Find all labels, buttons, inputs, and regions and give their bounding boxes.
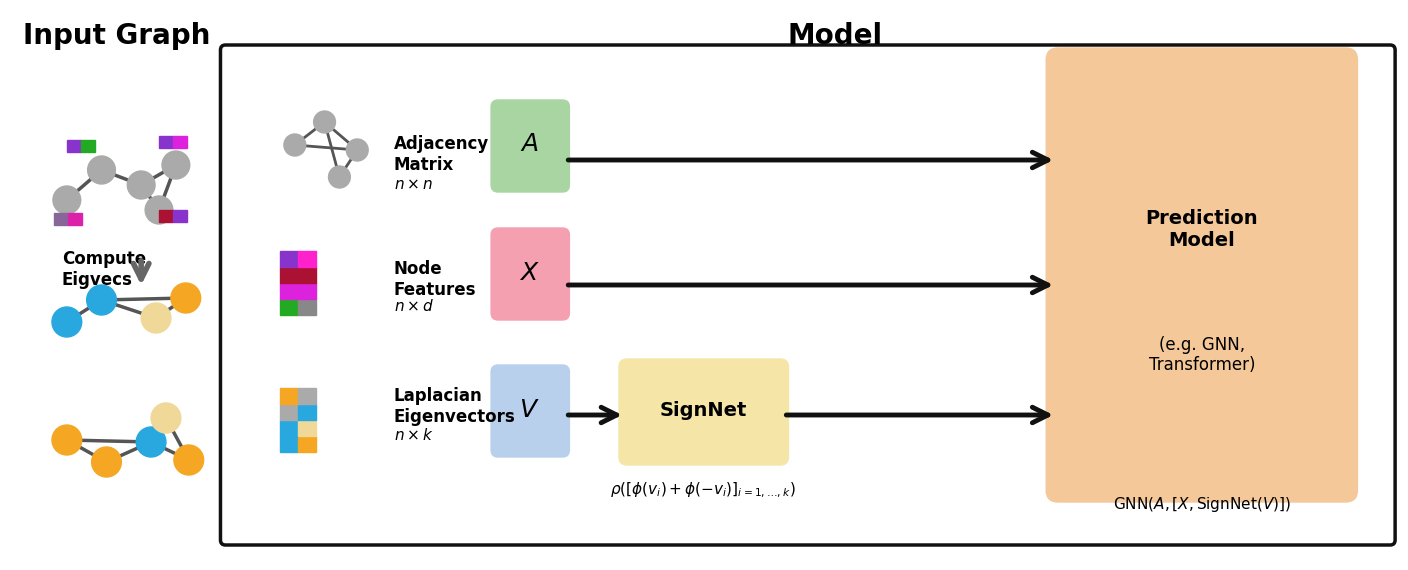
Circle shape [141, 303, 170, 333]
Circle shape [54, 186, 80, 214]
Bar [159, 210, 173, 222]
Bar [280, 251, 298, 267]
Bar [280, 404, 298, 420]
Bar [173, 210, 187, 222]
Bar [280, 420, 298, 436]
Bar [173, 136, 187, 148]
FancyBboxPatch shape [491, 228, 569, 320]
Text: $\mathrm{GNN}(A,[X,\mathrm{SignNet}(V)])$: $\mathrm{GNN}(A,[X,\mathrm{SignNet}(V)])… [1112, 495, 1291, 515]
Circle shape [346, 139, 367, 161]
Text: Prediction
Model: Prediction Model [1146, 210, 1259, 250]
Circle shape [145, 196, 173, 224]
Bar [54, 213, 68, 225]
Bar [298, 388, 315, 404]
Text: $n \times n$: $n \times n$ [394, 177, 432, 192]
Bar [298, 283, 315, 299]
Circle shape [87, 285, 117, 315]
Bar [298, 267, 315, 283]
FancyBboxPatch shape [221, 45, 1395, 545]
Text: $X$: $X$ [520, 261, 541, 285]
Circle shape [52, 425, 82, 455]
Text: Laplacian
Eigenvectors: Laplacian Eigenvectors [394, 387, 515, 426]
Text: $A$: $A$ [521, 132, 539, 156]
Bar [280, 436, 298, 452]
Text: $n \times d$: $n \times d$ [394, 298, 434, 314]
Text: SignNet: SignNet [659, 401, 746, 421]
Circle shape [162, 151, 190, 179]
Circle shape [92, 447, 121, 477]
Bar [298, 251, 315, 267]
Bar [298, 404, 315, 420]
Bar [66, 140, 80, 152]
Circle shape [314, 111, 335, 133]
Bar [298, 436, 315, 452]
Circle shape [328, 166, 351, 188]
Bar [280, 283, 298, 299]
Text: (e.g. GNN,
Transformer): (e.g. GNN, Transformer) [1149, 336, 1255, 374]
FancyBboxPatch shape [620, 359, 788, 465]
Text: $V$: $V$ [520, 398, 541, 422]
Bar [159, 136, 173, 148]
Text: Adjacency
Matrix: Adjacency Matrix [394, 135, 489, 174]
Circle shape [127, 171, 155, 199]
Text: $\rho([\phi(v_i)+\phi(-v_i)]_{i=1,\ldots,k})$: $\rho([\phi(v_i)+\phi(-v_i)]_{i=1,\ldots… [611, 481, 796, 500]
Circle shape [284, 134, 306, 156]
Circle shape [52, 307, 82, 337]
Bar [280, 299, 298, 315]
Text: Compute
Eigvecs: Compute Eigvecs [62, 250, 146, 289]
Bar [298, 299, 315, 315]
Circle shape [151, 403, 180, 433]
Circle shape [170, 283, 201, 313]
Bar [68, 213, 82, 225]
Text: Node
Features: Node Features [394, 260, 476, 299]
Text: Model: Model [787, 22, 883, 50]
Circle shape [137, 427, 166, 457]
Bar [280, 267, 298, 283]
Text: $n \times k$: $n \times k$ [394, 427, 434, 443]
Text: Input Graph: Input Graph [23, 22, 210, 50]
Bar [80, 140, 94, 152]
Circle shape [87, 156, 115, 184]
FancyBboxPatch shape [491, 365, 569, 457]
Circle shape [173, 445, 204, 475]
Bar [280, 388, 298, 404]
Bar [298, 420, 315, 436]
FancyBboxPatch shape [491, 100, 569, 192]
FancyBboxPatch shape [1046, 48, 1357, 502]
